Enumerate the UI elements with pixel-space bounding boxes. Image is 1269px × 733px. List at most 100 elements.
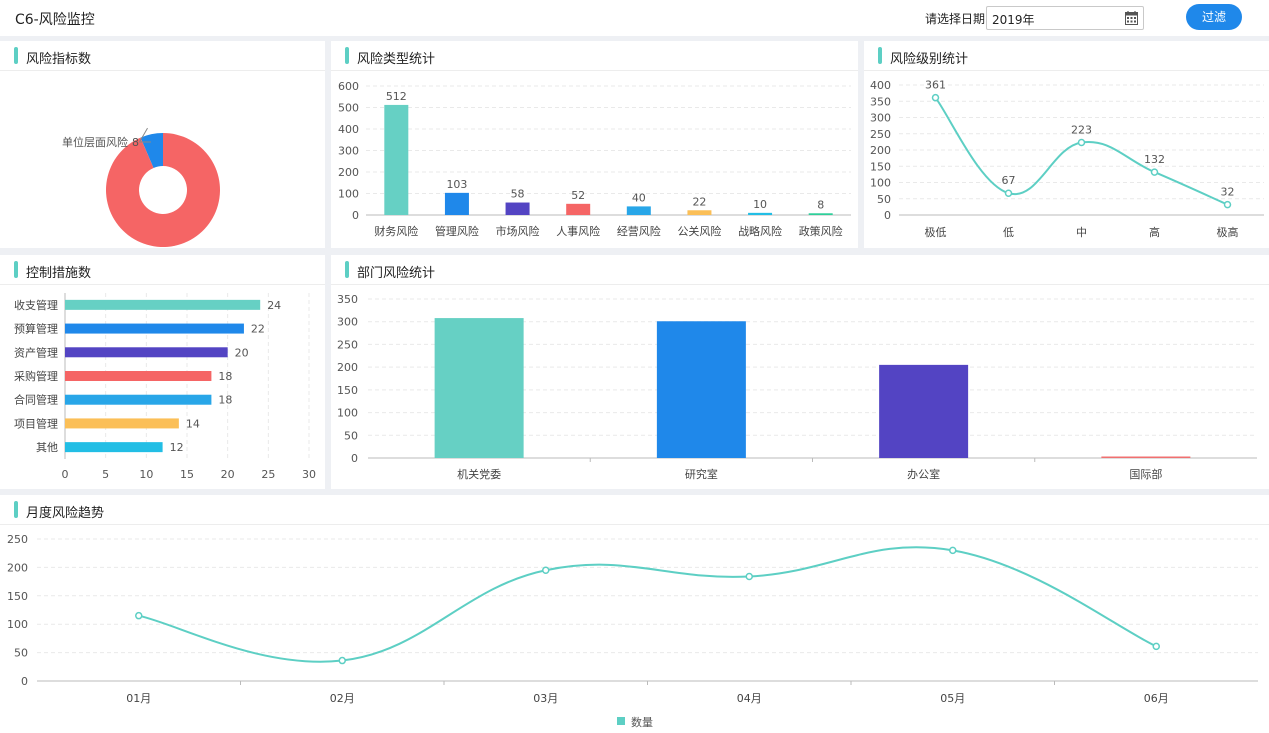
x-tick-label: 办公室 [907, 467, 940, 481]
y-tick-label: 0 [351, 452, 358, 465]
x-tick-label: 10 [139, 468, 153, 481]
y-tick-label: 0 [352, 209, 359, 222]
y-tick-label: 250 [7, 533, 28, 546]
x-tick-label: 公关风险 [677, 224, 721, 238]
x-tick-label: 国际部 [1129, 467, 1162, 481]
data-label: 10 [753, 198, 767, 211]
bar [1101, 456, 1191, 458]
pie-value-label: 8 [132, 136, 139, 149]
y-tick-label: 350 [870, 95, 891, 108]
date-value: 2019年 [992, 13, 1035, 27]
y-tick-label: 150 [337, 384, 358, 397]
y-tick-label: 0 [884, 209, 891, 222]
data-label: 12 [170, 441, 184, 454]
x-tick-label: 25 [261, 468, 275, 481]
monthly-panel: 月度风险趋势 0 50 100 150 200 250 01月 02月 03月 04月 05月 06月… [0, 495, 1269, 733]
data-point [949, 546, 957, 555]
bar [65, 442, 163, 453]
data-point [1152, 642, 1160, 651]
bar [566, 203, 591, 215]
panel-header: 风险级别统计 [864, 41, 1269, 71]
data-label: 223 [1071, 124, 1092, 137]
x-tick-label: 经营风险 [617, 224, 661, 238]
x-tick-label: 05月 [940, 692, 965, 705]
filter-button[interactable]: 过滤 [1186, 4, 1242, 30]
series-line [138, 546, 1157, 663]
x-tick-label: 人事风险 [556, 224, 600, 238]
data-label: 58 [511, 188, 525, 201]
panel-title: 控制措施数 [26, 266, 92, 281]
data-point [745, 572, 753, 581]
data-label: 18 [218, 394, 232, 407]
data-label: 24 [267, 299, 281, 312]
y-tick-label: 300 [337, 316, 358, 329]
data-label: 361 [925, 79, 946, 92]
y-tick-label: 项目管理 [14, 416, 58, 430]
data-label: 40 [632, 191, 646, 204]
x-tick-label: 机关党委 [457, 467, 501, 481]
dept-panel: 部门风险统计 0 50 100 150 200 250 300 350 机关党委 研究室 办公室 国际… [331, 255, 1269, 489]
data-label: 22 [251, 323, 265, 336]
panel-title: 风险指标数 [26, 52, 92, 67]
data-point [542, 566, 550, 574]
data-label: 52 [571, 189, 585, 202]
data-label: 512 [386, 90, 407, 103]
top-bar: C6-风险监控 请选择日期 2019年 过滤 [0, 0, 1269, 36]
risk-index-panel: 风险指标数 单位层面风险8业务层面风险116 [0, 41, 325, 248]
panel-header: 部门风险统计 [331, 255, 1269, 285]
risk-type-panel: 风险类型统计 0 100 200 300 400 500 600 512 财务风险 103 管理风险… [331, 41, 858, 248]
y-tick-label: 合同管理 [14, 393, 58, 407]
x-tick-label: 0 [62, 468, 69, 481]
panel-header: 月度风险趋势 [0, 495, 1269, 525]
panel-title: 部门风险统计 [357, 266, 436, 281]
data-label: 8 [817, 198, 824, 211]
y-tick-label: 其他 [36, 441, 58, 454]
bar [879, 364, 969, 458]
x-tick-label: 30 [302, 468, 316, 481]
panel-title: 风险类型统计 [357, 52, 436, 67]
pie-label: 单位层面风险 [62, 135, 128, 149]
x-tick-label: 04月 [737, 692, 762, 705]
data-point [1150, 168, 1159, 176]
x-tick-label: 研究室 [685, 467, 718, 481]
dept-chart: 0 50 100 150 200 250 300 350 机关党委 研究室 办公室 国际部 [337, 293, 1257, 481]
bar [65, 371, 212, 381]
risk-type-chart: 0 100 200 300 400 500 600 512 财务风险 103 管理风险 58 市场风险 5… [338, 80, 851, 238]
y-tick-label: 100 [338, 188, 359, 201]
y-tick-label: 收支管理 [14, 298, 58, 312]
bar [626, 206, 651, 215]
x-tick-label: 政策风险 [799, 224, 843, 238]
panel-title: 月度风险趋势 [26, 506, 105, 521]
risk-level-panel: 风险级别统计 0 50 100 150 200 250 300 350 400 361 极低 67 低 2… [864, 41, 1269, 248]
y-tick-label: 50 [877, 193, 891, 206]
x-tick-label: 财务风险 [374, 224, 418, 238]
bar [656, 321, 746, 458]
bar [748, 212, 773, 215]
page-title: C6-风险监控 [15, 12, 95, 28]
data-label: 18 [218, 370, 232, 383]
y-tick-label: 100 [870, 177, 891, 190]
y-tick-label: 200 [337, 361, 358, 374]
y-tick-label: 100 [337, 407, 358, 420]
date-picker-input[interactable]: 2019年 [986, 6, 1144, 30]
y-tick-label: 300 [338, 145, 359, 158]
risk-index-chart: 单位层面风险8业务层面风险116 [62, 127, 220, 248]
calendar-icon[interactable] [1125, 11, 1138, 25]
x-tick-label: 战略风险 [738, 224, 782, 238]
y-tick-label: 50 [14, 647, 28, 660]
y-tick-label: 150 [870, 160, 891, 173]
title-accent-bar [345, 261, 349, 278]
y-tick-label: 150 [7, 590, 28, 603]
data-point [1077, 138, 1086, 147]
panel-title: 风险级别统计 [890, 52, 969, 67]
y-tick-label: 600 [338, 80, 359, 93]
legend-swatch [617, 717, 625, 725]
y-tick-label: 500 [338, 102, 359, 115]
risk-level-chart: 0 50 100 150 200 250 300 350 400 361 极低 67 低 223 中 132 高… [870, 79, 1264, 239]
data-label: 67 [1002, 174, 1016, 187]
x-tick-label: 管理风险 [435, 224, 479, 238]
pie-slice [106, 133, 220, 248]
x-tick-label: 极低 [925, 225, 947, 239]
bar [434, 318, 524, 458]
